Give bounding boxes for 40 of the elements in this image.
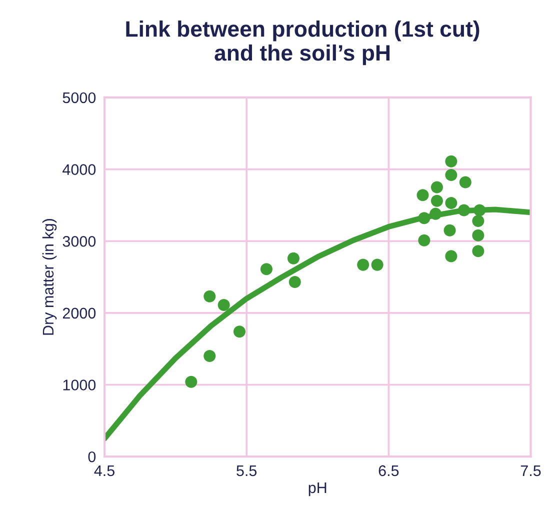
- point: [472, 214, 484, 228]
- x-tick-label: 4.5: [94, 465, 114, 476]
- point: [430, 194, 443, 207]
- y-axis-title: Dry matter (in kg): [42, 218, 57, 335]
- point: [474, 204, 486, 216]
- x-tick-label: 5.5: [236, 465, 257, 476]
- point: [459, 176, 472, 188]
- point: [445, 155, 458, 168]
- point: [185, 376, 198, 388]
- point: [445, 197, 458, 210]
- point: [458, 204, 470, 216]
- point: [418, 212, 430, 224]
- y-tick-label: 4000: [62, 164, 96, 175]
- point: [472, 245, 484, 258]
- y-tick-label: 1000: [63, 380, 96, 390]
- y-tick-label: 5000: [62, 92, 96, 104]
- chart-title: Link between production (1st cut) and the soil’s pH: [126, 20, 480, 66]
- point: [233, 326, 246, 338]
- x-tick-label: 7.5: [520, 465, 541, 476]
- point: [445, 250, 458, 262]
- y-tick-label: 0: [88, 451, 96, 462]
- x-axis-title: pH: [308, 482, 326, 496]
- point: [472, 229, 484, 242]
- point: [287, 252, 300, 264]
- point: [204, 350, 216, 362]
- point: [204, 290, 216, 302]
- point: [416, 189, 429, 202]
- point: [357, 258, 370, 271]
- x-tick-label: 6.5: [378, 465, 399, 476]
- y-tick-label: 3000: [62, 236, 96, 247]
- point: [218, 299, 230, 312]
- point: [418, 234, 430, 246]
- point: [444, 224, 456, 236]
- point: [430, 181, 443, 194]
- point: [445, 169, 458, 182]
- point: [371, 258, 384, 271]
- point: [260, 263, 272, 276]
- y-tick-label: 2000: [62, 308, 96, 319]
- point: [430, 208, 442, 220]
- point: [288, 276, 301, 288]
